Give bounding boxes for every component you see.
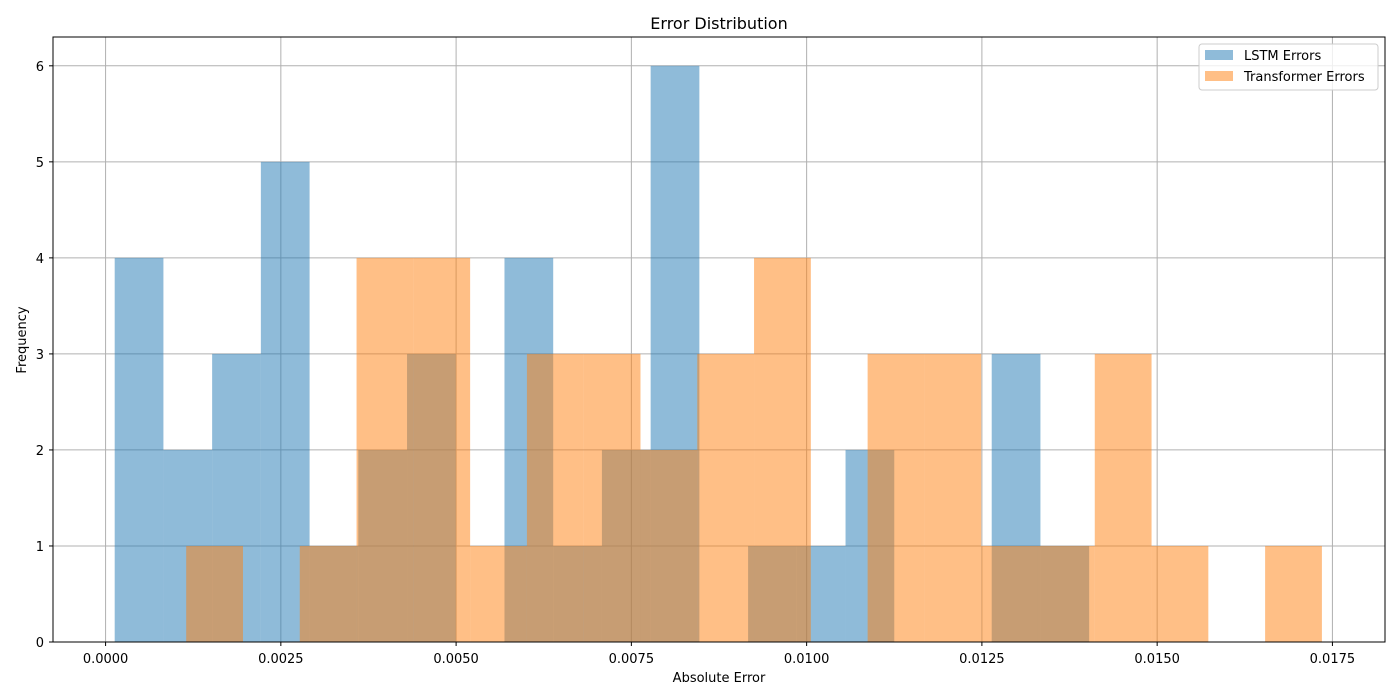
y-tick-label: 2 xyxy=(36,444,44,459)
x-tick-label: 0.0075 xyxy=(609,652,655,667)
y-tick-label: 3 xyxy=(36,348,44,363)
histogram-bar-transformer xyxy=(640,449,698,642)
histogram-bar-transformer xyxy=(526,353,584,642)
legend-frame xyxy=(1198,43,1379,91)
legend-swatch-lstm xyxy=(1205,50,1233,60)
histogram-bar-transformer xyxy=(1037,545,1095,642)
legend: LSTM Errors Transformer Errors xyxy=(1198,43,1379,91)
legend-label-lstm: LSTM Errors xyxy=(1244,49,1321,64)
x-tick-label: 0.0025 xyxy=(258,652,304,667)
histogram-bar-transformer xyxy=(697,353,755,642)
x-tick-label: 0.0050 xyxy=(433,652,479,667)
y-tick-label: 4 xyxy=(36,252,44,267)
histogram-bar-transformer xyxy=(356,257,414,642)
histogram-bar-transformer xyxy=(186,545,243,642)
histogram-bar-transformer xyxy=(754,257,811,642)
x-tick-label: 0.0100 xyxy=(784,652,830,667)
histogram-bar-transformer xyxy=(1265,545,1322,642)
chart-title: Error Distribution xyxy=(650,14,787,33)
x-tick-label: 0.0125 xyxy=(959,652,1005,667)
x-tick-label: 0.0175 xyxy=(1310,652,1356,667)
histogram-bar-transformer xyxy=(299,545,357,642)
y-tick-label: 5 xyxy=(36,156,44,171)
legend-label-transformer: Transformer Errors xyxy=(1243,70,1365,85)
histogram-bar-lstm xyxy=(114,257,164,642)
histogram-bar-transformer xyxy=(867,353,925,642)
x-tick-label: 0.0000 xyxy=(83,652,129,667)
histogram-bar-transformer xyxy=(981,545,1038,642)
y-axis-title: Frequency xyxy=(15,306,30,373)
y-tick-label: 0 xyxy=(36,636,44,651)
histogram-bar-transformer xyxy=(583,353,641,642)
histogram-bar-transformer xyxy=(1094,353,1152,642)
histogram-bar-transformer xyxy=(470,545,527,642)
bars-layer xyxy=(114,65,1322,643)
y-tick-label: 6 xyxy=(36,60,44,75)
x-tick-label: 0.0150 xyxy=(1134,652,1180,667)
y-tick-label: 1 xyxy=(36,540,44,555)
ticks-layer: 0.0000 0.0025 0.0050 0.0075 0.0100 0.0125 0.01… xyxy=(36,60,1355,667)
legend-swatch-transformer xyxy=(1205,71,1233,81)
histogram-bar-transformer xyxy=(1151,545,1209,642)
plot-frame xyxy=(52,36,1386,643)
histogram-bar-transformer xyxy=(924,353,982,642)
x-axis-title: Absolute Error xyxy=(673,671,766,686)
histogram-bar-transformer xyxy=(413,257,471,642)
